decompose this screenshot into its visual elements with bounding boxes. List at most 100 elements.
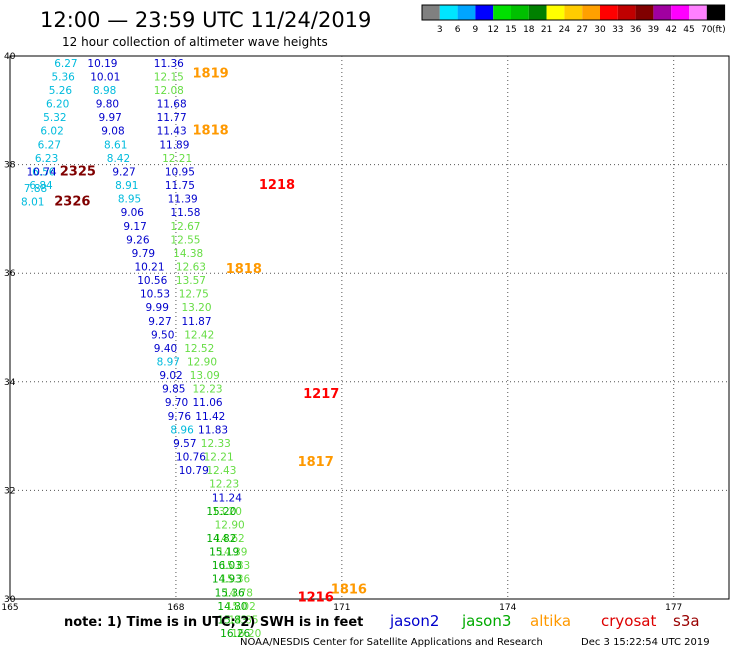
legend-altika: altika [530, 612, 571, 630]
colorbar-label: 6 [455, 25, 461, 35]
lat-tick-label: 40 [4, 52, 16, 62]
lon-tick-label: 168 [167, 603, 184, 613]
swh-value-label: 12.55 [170, 234, 200, 246]
satellite-legend: jason2 jason3 altika cryosat s3a [389, 612, 700, 630]
swh-value-label: 11.68 [157, 99, 187, 111]
swh-value-label: 9.02 [159, 370, 182, 382]
colorbar-swatch [493, 5, 511, 20]
colorbar-swatch [475, 5, 494, 20]
colorbar-label: 30 [594, 25, 606, 35]
swh-value-label: 15.36 [220, 574, 250, 586]
legend-s3a: s3a [673, 612, 700, 630]
swh-value-label: 6.23 [35, 153, 58, 165]
colorbar-label: 24 [559, 25, 571, 35]
swh-value-label: 12.21 [204, 452, 234, 464]
swh-value-label: 15.83 [220, 560, 250, 572]
swh-value-label: 12.63 [176, 261, 206, 273]
swh-value-label: 11.39 [168, 194, 198, 206]
swh-tracks: 6.275.365.266.205.326.026.276.236.566.84… [21, 58, 261, 640]
swh-value-label: 9.50 [151, 329, 174, 341]
swh-value-label: 12.43 [206, 465, 236, 477]
swh-value-label: 9.08 [101, 126, 124, 138]
colorbar-label: 9 [473, 25, 479, 35]
swh-value-label: 9.06 [121, 207, 145, 219]
swh-value-label: 9.27 [112, 166, 135, 178]
swh-value-label: 5.36 [51, 71, 75, 83]
swh-value-label: 9.85 [162, 384, 185, 396]
time-label: 1819 [193, 67, 229, 82]
swh-value-label: 12.08 [154, 85, 184, 97]
colorbar-swatch [653, 5, 672, 20]
swh-value-label: 8.61 [104, 139, 127, 151]
swh-value-label: 11.42 [195, 411, 225, 423]
swh-value-label: 10.53 [140, 289, 170, 301]
colorbar-swatch [600, 5, 618, 20]
swh-value-label: 12.23 [209, 479, 239, 491]
swh-value-label: 11.89 [159, 139, 189, 151]
swh-value-label: 14.82 [206, 533, 236, 545]
swh-value-label: 10.19 [87, 58, 117, 70]
swh-value-label: 14.85 [228, 614, 258, 626]
swh-value-label: 10.01 [90, 71, 120, 83]
swh-value-label: 14.38 [173, 248, 203, 260]
footer-timestamp: Dec 3 15:22:54 UTC 2019 [581, 637, 710, 648]
lat-tick-label: 36 [4, 269, 16, 279]
swh-value-label: 12.67 [170, 221, 200, 233]
swh-value-label: 11.75 [165, 180, 195, 192]
legend-cryosat: cryosat [601, 612, 656, 630]
swh-value-label: 12.21 [162, 153, 192, 165]
swh-value-label: 8.91 [115, 180, 138, 192]
swh-value-label: 9.79 [132, 248, 155, 260]
swh-value-label: 11.24 [212, 492, 242, 504]
colorbar-swatch [511, 5, 529, 20]
time-label: 1218 [259, 178, 295, 193]
swh-value-label: 9.99 [146, 302, 169, 314]
swh-value-label: 6.20 [46, 99, 69, 111]
colorbar-swatch [617, 5, 636, 20]
swh-value-label: 12.52 [184, 343, 214, 355]
map-grid: 165 168 171 174 177 30 32 34 36 38 40 [1, 52, 729, 613]
swh-value-label: 9.40 [154, 343, 177, 355]
colorbar-swatch [706, 5, 725, 20]
lat-tick-label: 30 [4, 595, 16, 605]
colorbar-label: 21 [541, 25, 552, 35]
colorbar-swatch [564, 5, 583, 20]
colorbar-label: 12 [487, 25, 498, 35]
swh-value-label: 9.27 [148, 316, 171, 328]
colorbar-label: 36 [630, 25, 642, 35]
swh-value-label: 14.80 [217, 601, 247, 613]
swh-value-label: 9.70 [165, 397, 188, 409]
colorbar-label: 15 [505, 25, 516, 35]
swh-value-label: 9.76 [168, 411, 192, 423]
swh-value-label: 15.19 [209, 547, 239, 559]
swh-value-label: 15.20 [206, 506, 236, 518]
swh-value-label: 5.32 [43, 112, 66, 124]
swh-value-label: 6.56 [32, 166, 56, 178]
colorbar-label: 33 [612, 25, 623, 35]
color-bar: 3 6 9 12 15 18 21 24 27 30 33 36 39 42 45 70 (ft) [421, 4, 726, 35]
swh-value-label: 6.27 [54, 58, 77, 70]
colorbar-label: 3 [437, 25, 443, 35]
time-label: 1818 [226, 262, 262, 277]
time-label: 1216 [298, 591, 334, 606]
lat-tick-label: 38 [4, 161, 16, 171]
swh-value-label: 10.21 [134, 261, 164, 273]
swh-value-label: 6.84 [29, 180, 53, 192]
swh-value-label: 10.95 [165, 166, 195, 178]
swh-value-label: 16.03 [212, 560, 242, 572]
swh-value-label: 8.96 [170, 424, 194, 436]
swh-value-label: 7.88 [24, 183, 47, 195]
swh-value-label: 11.36 [154, 58, 184, 70]
colorbar-swatch [635, 5, 654, 20]
swh-value-label: 12.75 [179, 289, 209, 301]
swh-value-label: 12.15 [154, 71, 184, 83]
swh-value-label: 10.56 [137, 275, 167, 287]
swh-value-label: 6.27 [38, 139, 61, 151]
swh-value-label: 16.20 [231, 628, 261, 640]
colorbar-label: 70 [701, 25, 713, 35]
colorbar-swatch [457, 5, 476, 20]
swh-value-label: 5.26 [49, 85, 73, 97]
lon-tick-label: 174 [499, 603, 516, 613]
swh-value-label: 15.02 [226, 601, 256, 613]
